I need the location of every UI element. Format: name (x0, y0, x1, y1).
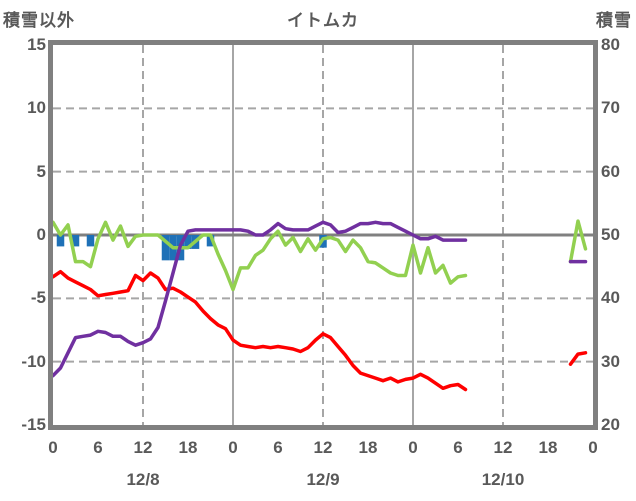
x-axis-date-label: 12/8 (126, 470, 160, 489)
right-axis-tick: 70 (601, 98, 620, 118)
series-line-purple (53, 220, 588, 378)
left-axis-tick: 15 (27, 35, 46, 54)
x-axis-hour-tick: 18 (178, 438, 198, 457)
left-axis-tick: -15 (21, 415, 46, 434)
right-axis-tick: 80 (601, 35, 620, 54)
x-axis-hour-tick: 6 (273, 438, 283, 457)
right-axis-tick: 50 (601, 225, 620, 244)
line-segment (53, 220, 468, 378)
left-axis-tick: 0 (36, 225, 46, 244)
x-axis-hour-tick: 18 (538, 438, 558, 457)
bar (56, 235, 65, 247)
left-axis-tick: -10 (21, 351, 46, 371)
line-segment (568, 219, 588, 264)
x-axis-hour-tick: 0 (408, 438, 418, 457)
right-axis-tick: 20 (601, 415, 620, 434)
series-line-red (53, 269, 588, 392)
right-axis-tick: 60 (601, 161, 620, 181)
x-axis-date-label: 12/10 (481, 470, 525, 489)
x-axis-hour-tick: 0 (588, 438, 598, 457)
bar (86, 235, 95, 247)
x-axis-date-label: 12/9 (306, 470, 340, 489)
bar (161, 235, 170, 261)
series-line-green (53, 219, 588, 292)
line-segment (568, 351, 588, 366)
line-segment (53, 220, 468, 292)
x-axis-hour-tick: 0 (48, 438, 58, 457)
x-axis-hour-tick: 6 (93, 438, 103, 457)
chart-title: イトムカ (287, 11, 359, 30)
bar (206, 235, 215, 247)
bar (71, 235, 80, 247)
right-axis-tick: 30 (601, 351, 620, 371)
x-axis-hour-tick: 12 (133, 438, 153, 457)
left-axis-title: 積雪以外 (3, 11, 75, 30)
x-axis-hour-tick: 12 (493, 438, 513, 457)
line-segment (53, 269, 468, 392)
left-axis-tick: 5 (36, 161, 46, 181)
right-axis-tick: 40 (601, 288, 620, 308)
bar (184, 235, 192, 249)
x-axis-hour-tick: 12 (313, 438, 333, 457)
left-axis-tick: -5 (30, 288, 46, 308)
x-axis-hour-tick: 18 (358, 438, 378, 457)
right-axis-title: 積雪 (596, 11, 632, 30)
x-axis-hour-tick: 0 (228, 438, 238, 457)
plot-area (48, 40, 598, 430)
left-axis-tick: 10 (27, 98, 46, 118)
x-axis-hour-tick: 6 (453, 438, 463, 457)
chart-canvas (53, 45, 593, 425)
